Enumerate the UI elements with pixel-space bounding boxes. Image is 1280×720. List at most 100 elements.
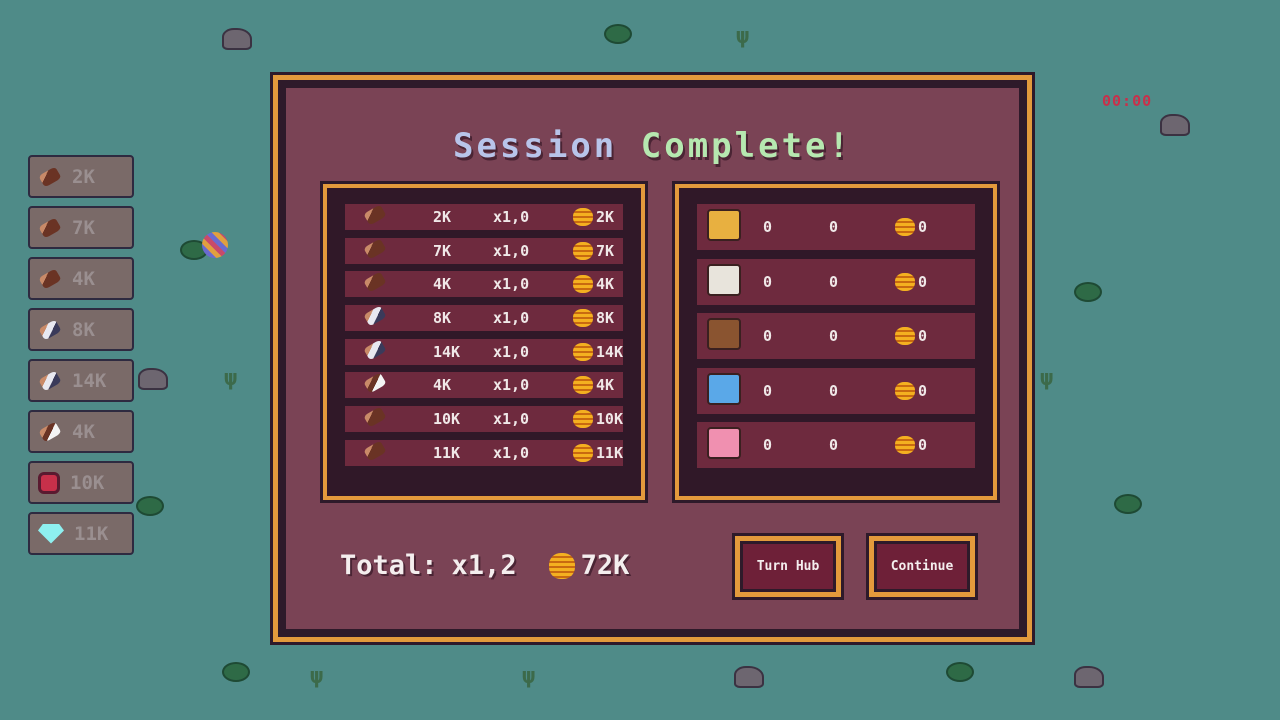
snowy-log-icon	[38, 420, 62, 443]
inventory-item: 2K	[28, 155, 134, 198]
chest-coins: 0	[918, 327, 928, 345]
inventory-item: 4K	[28, 257, 134, 300]
inventory-item: 8K	[28, 308, 134, 351]
diamond-icon	[38, 523, 64, 544]
chest-row: 0 0 0	[697, 422, 975, 468]
resource-coins: 11K	[595, 443, 623, 462]
chest-coins: 0	[918, 272, 928, 291]
sprout-log-icon	[363, 238, 387, 260]
resource-row: 8K x1,0 8K	[345, 305, 623, 332]
ice-chest-icon	[707, 372, 741, 405]
session-complete-dialog: Session Complete! 2K x1,0 2K 7K x1,0 7K …	[270, 72, 1035, 645]
chest-row: 0 0 0	[697, 258, 975, 305]
resource-amount: 10K	[432, 410, 461, 429]
inventory-item: 11K	[28, 512, 134, 555]
chest-row: 0 0 0	[697, 367, 975, 414]
resource-coins: 14K	[595, 342, 623, 361]
chest-count-b: 0	[829, 218, 839, 236]
dialog-title: Session Complete!	[452, 126, 852, 166]
birch-log-icon	[363, 305, 387, 327]
rock-decoration	[734, 666, 764, 688]
resource-coins: 4K	[596, 275, 615, 294]
resource-multiplier: x1,0	[493, 376, 530, 395]
gold-chest-icon	[707, 209, 741, 241]
inventory-item: 7K	[28, 206, 134, 249]
log-icon	[363, 406, 387, 428]
resource-amount: 2K	[433, 208, 452, 226]
coin-icon	[573, 208, 593, 226]
resource-row: 2K x1,0 2K	[345, 204, 623, 230]
ball-decoration	[202, 232, 228, 258]
resource-multiplier: x1,0	[492, 342, 530, 361]
coin-icon	[573, 275, 593, 294]
coin-icon	[895, 381, 915, 400]
resource-multiplier: x1,0	[492, 443, 530, 462]
resource-earnings-table: 2K x1,0 2K 7K x1,0 7K 4K x1,0 4K 8K x1,0…	[320, 181, 648, 503]
chest-coins: 0	[918, 218, 928, 236]
sprout-log-icon	[38, 216, 62, 239]
resource-row: 4K x1,0 4K	[345, 271, 623, 298]
coin-icon	[572, 443, 593, 462]
resource-row: 14K x1,0 14K	[345, 338, 623, 365]
coin-icon	[895, 327, 915, 345]
inventory-item: 10K	[28, 461, 134, 504]
resource-amount: 4K	[433, 376, 452, 395]
lily-pad-decoration	[222, 662, 250, 682]
session-timer: 00:00	[1102, 92, 1153, 110]
grass-decoration: ψ	[1040, 366, 1054, 391]
resource-amount: 7K	[433, 241, 452, 260]
resource-coins: 8K	[596, 309, 615, 328]
inventory-item: 4K	[28, 410, 134, 453]
lily-pad-decoration	[604, 24, 632, 44]
resource-amount: 14K	[432, 342, 461, 361]
coin-icon	[895, 218, 915, 236]
log-icon	[38, 165, 62, 188]
chest-row: 0 0 0	[697, 313, 975, 359]
chest-count-a: 0	[763, 327, 773, 345]
horned-chest-icon	[707, 318, 741, 350]
continue-button[interactable]: Continue	[866, 533, 978, 600]
turn-hub-button[interactable]: Turn Hub	[732, 533, 844, 600]
chest-count-b: 0	[829, 436, 839, 454]
rock-decoration	[222, 28, 252, 50]
grass-decoration: ψ	[736, 24, 750, 49]
chest-count-a: 0	[763, 436, 773, 454]
chest-row: 0 0 0	[697, 204, 975, 250]
coin-icon	[573, 309, 593, 328]
total-multiplier: x1,2	[451, 550, 517, 581]
resource-multiplier: x1,0	[493, 275, 530, 294]
resource-multiplier: x1,0	[493, 208, 530, 226]
chest-count-a: 0	[763, 272, 773, 291]
resource-row: 4K x1,0 4K	[345, 372, 623, 399]
chest-earnings-table: 0 0 0 0 0 0 0 0 0 0 0 0 0 0 0	[672, 181, 1000, 503]
coin-icon	[895, 272, 915, 291]
total-summary: Total: x1,2 72K	[340, 550, 629, 581]
pig-chest-icon	[707, 427, 741, 459]
rock-decoration	[1074, 666, 1104, 688]
coin-icon	[573, 376, 593, 395]
lily-pad-decoration	[946, 662, 974, 682]
resource-multiplier: x1,0	[492, 410, 530, 429]
grass-decoration: ψ	[522, 664, 536, 689]
resource-multiplier: x1,0	[493, 309, 530, 328]
resource-coins: 4K	[596, 376, 615, 395]
resource-coins: 7K	[596, 241, 615, 260]
lily-pad-decoration	[136, 496, 164, 516]
chest-coins: 0	[918, 381, 928, 400]
birch-sprout-log-icon	[363, 339, 387, 361]
resource-amount: 8K	[433, 309, 452, 328]
coin-icon	[895, 436, 915, 454]
log-icon	[363, 440, 387, 462]
rock-decoration	[138, 368, 168, 390]
chest-count-a: 0	[763, 218, 773, 236]
lily-pad-decoration	[1114, 494, 1142, 514]
coin-icon	[573, 241, 593, 260]
total-label: Total:	[340, 550, 438, 581]
resource-coins: 2K	[596, 208, 615, 226]
ruby-icon	[38, 471, 60, 494]
coin-icon	[572, 342, 593, 361]
flower-log-icon	[38, 267, 62, 290]
total-coins: 72K	[580, 550, 630, 581]
log-icon	[363, 204, 387, 226]
rock-decoration	[1160, 114, 1190, 136]
